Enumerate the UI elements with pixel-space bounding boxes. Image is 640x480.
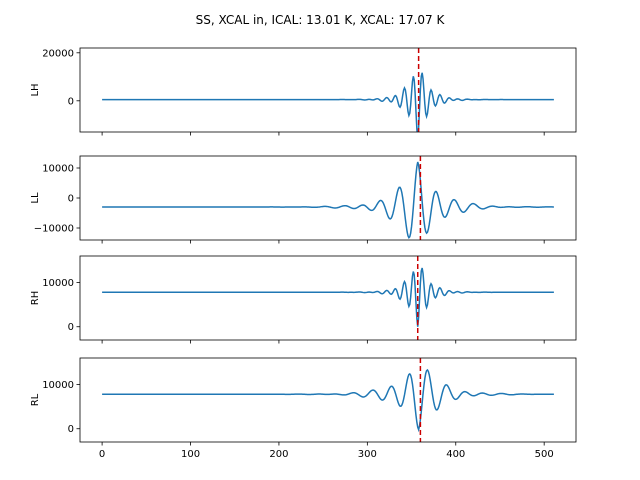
subplot-LH: 0 20000 LH [30, 47, 577, 136]
x-tick-label: 500 [535, 449, 554, 460]
series-line [102, 72, 554, 132]
x-tick-label: 100 [181, 449, 200, 460]
y-axis-label: LH [30, 83, 41, 96]
y-axis-label: RL [30, 393, 41, 406]
y-tick-label: 0 [68, 194, 74, 205]
y-tick-label: 0 [68, 322, 74, 333]
y-tick-label: 20000 [42, 48, 74, 59]
x-tick-label: 300 [358, 449, 377, 460]
axes-frame [79, 47, 577, 133]
x-tick-label: 400 [446, 449, 465, 460]
y-axis-label: LL [30, 192, 41, 204]
y-tick-label: 0 [68, 424, 74, 435]
series-line [102, 368, 554, 433]
figure-title: SS, XCAL in, ICAL: 13.01 K, XCAL: 17.07 … [196, 13, 446, 27]
subplot-LL: −10000 0 10000 LL [30, 155, 577, 244]
subplot-RL: 0 10000 0 100 200 300 400 500 RL [30, 357, 577, 460]
axes-frame [79, 255, 577, 341]
x-tick-label: 0 [99, 449, 105, 460]
y-tick-label: −10000 [34, 224, 74, 235]
axes-frame [79, 357, 577, 443]
y-axis-label: RH [30, 291, 41, 305]
series-line [102, 267, 554, 327]
y-tick-label: 10000 [42, 278, 74, 289]
series-line [102, 161, 554, 239]
y-tick-label: 0 [68, 96, 74, 107]
y-tick-label: 10000 [42, 380, 74, 391]
y-tick-label: 10000 [42, 164, 74, 175]
x-tick-label: 200 [269, 449, 288, 460]
